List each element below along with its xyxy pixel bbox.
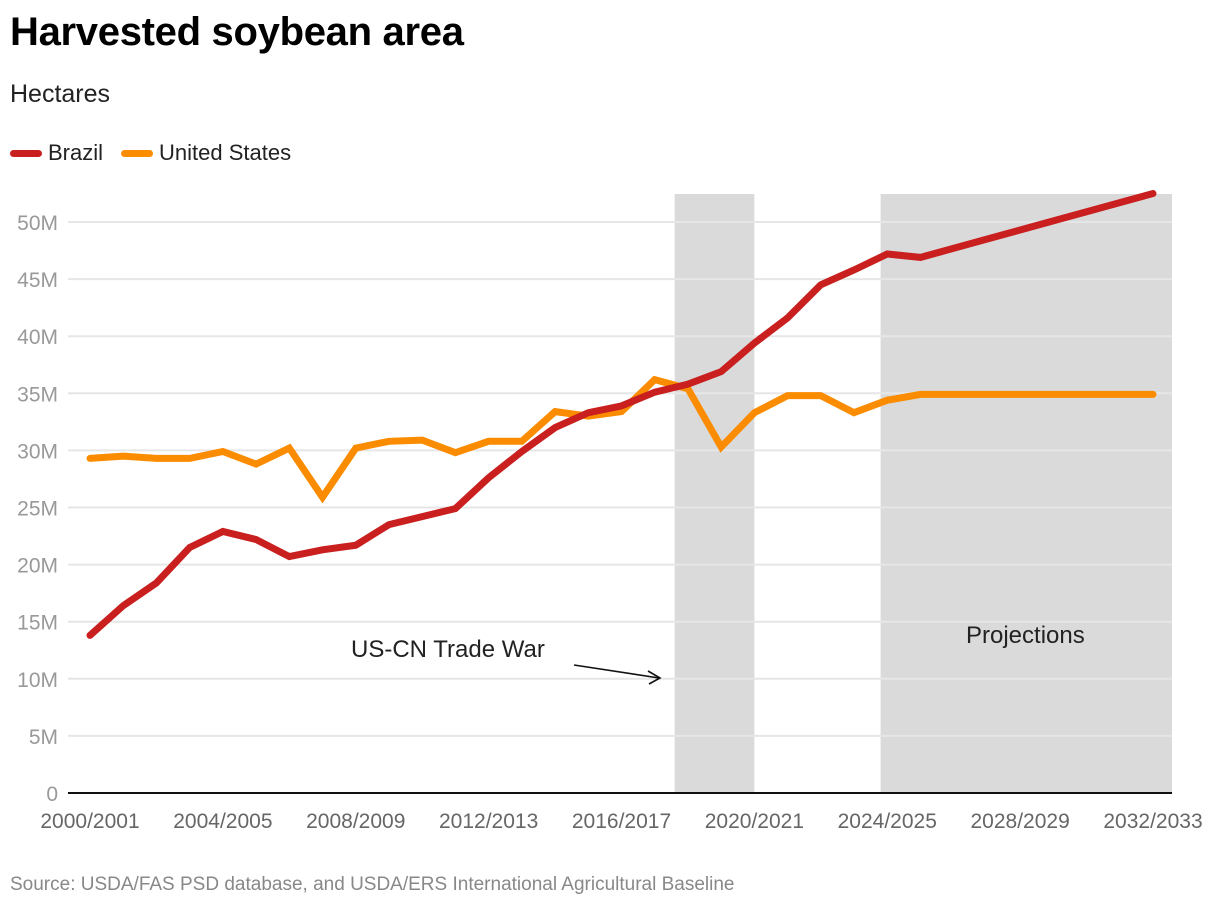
y-tick-label: 10M (17, 669, 58, 692)
y-tick-label: 45M (17, 269, 58, 292)
legend: Brazil United States (10, 140, 309, 166)
legend-swatch-united-states (121, 149, 154, 157)
x-tick-label: 2032/2033 (1103, 810, 1202, 833)
source-note: Source: USDA/FAS PSD database, and USDA/… (10, 874, 735, 895)
x-tick-label: 2012/2013 (439, 810, 538, 833)
x-tick-label: 2008/2009 (306, 810, 405, 833)
annotation-trade-war: US-CN Trade War (351, 636, 545, 663)
y-tick-label: 20M (17, 555, 58, 578)
x-tick-label: 2000/2001 (40, 810, 139, 833)
y-tick-label: 15M (17, 612, 58, 635)
legend-label-brazil: Brazil (48, 140, 104, 165)
x-tick-label: 2024/2025 (838, 810, 937, 833)
y-tick-label: 50M (17, 212, 58, 235)
legend-item-brazil: Brazil (10, 140, 103, 166)
chart-subtitle: Hectares (10, 80, 111, 108)
annotation-arrow-line (573, 664, 660, 679)
y-tick-label: 30M (17, 440, 58, 463)
y-tick-label: 5M (29, 726, 58, 749)
shaded-region-trade-war (674, 194, 755, 793)
annotation-arrow-head (647, 670, 662, 685)
x-tick-label: 2028/2029 (970, 810, 1069, 833)
annotation-projections: Projections (966, 622, 1085, 649)
legend-swatch-brazil (10, 149, 42, 157)
x-tick-label: 2004/2005 (173, 810, 272, 833)
legend-label-united-states: United States (159, 140, 292, 165)
shaded-region-projections (880, 194, 1172, 793)
y-tick-label: 40M (17, 326, 58, 349)
y-tick-label: 25M (17, 498, 58, 521)
chart-title: Harvested soybean area (10, 10, 464, 54)
y-tick-label: 35M (17, 383, 58, 406)
x-tick-label: 2016/2017 (572, 810, 671, 833)
x-tick-label: 2020/2021 (705, 810, 804, 833)
legend-item-united-states: United States (121, 140, 291, 166)
y-tick-label: 0 (46, 783, 58, 806)
